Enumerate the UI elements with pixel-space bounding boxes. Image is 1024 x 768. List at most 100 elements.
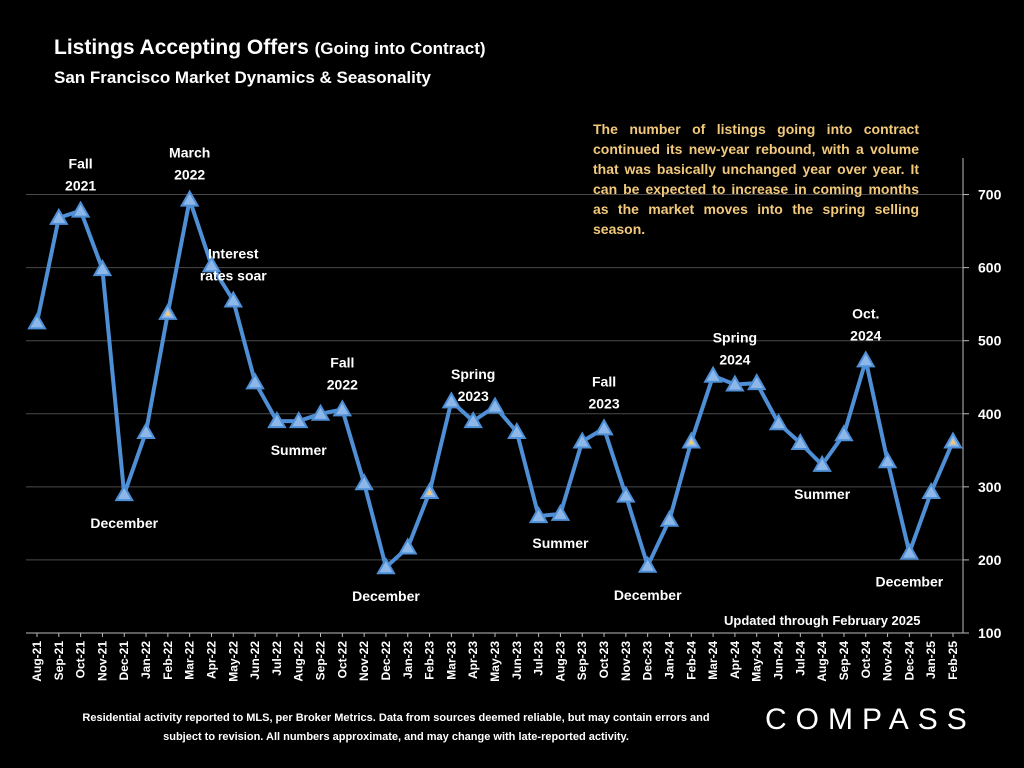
y-tick-label: 600	[978, 260, 1002, 276]
chart-title-sub: (Going into Contract)	[314, 39, 486, 58]
x-tick-label: Jun-24	[772, 641, 786, 680]
data-point	[877, 451, 898, 469]
x-tick-label: Feb-24	[684, 641, 698, 680]
axes	[26, 158, 969, 637]
x-tick-labels: Aug-21 Sep-21 Oct-21 Nov-21 Dec-21 Jan-22 Feb-…	[30, 641, 960, 682]
chart-subtitle: San Francisco Market Dynamics & Seasonal…	[54, 68, 431, 87]
data-point	[528, 506, 549, 524]
y-tick-label: 300	[978, 479, 1002, 495]
series-path	[35, 197, 955, 570]
data-point	[245, 372, 265, 390]
gridlines	[26, 194, 963, 561]
x-tick-label: Feb-25	[946, 641, 960, 680]
x-tick-label: Mar-24	[706, 641, 720, 680]
annotation-label: December	[614, 587, 682, 603]
x-tick-label: Oct-24	[859, 641, 873, 679]
y-tick-label: 500	[978, 333, 1002, 349]
x-tick-label: Jan-25	[924, 641, 938, 679]
annotation-label: March 2022	[169, 145, 210, 183]
data-point	[70, 200, 91, 218]
x-tick-label: Jul-24	[793, 641, 807, 676]
data-point	[812, 454, 832, 472]
data-point	[637, 555, 658, 573]
annotation-label: Summer	[532, 535, 589, 551]
data-point	[136, 422, 156, 440]
highlight-marker	[950, 438, 956, 445]
x-tick-label: Aug-23	[553, 641, 567, 682]
annotation-label: Fall 2023	[588, 373, 619, 411]
x-tick-label: Jun-23	[510, 641, 524, 680]
data-point	[310, 403, 331, 421]
x-tick-label: Apr-24	[728, 641, 742, 679]
highlight-marker	[688, 438, 695, 445]
x-tick-label: Nov-23	[619, 641, 633, 681]
x-tick-label: Apr-23	[466, 641, 480, 679]
data-point	[201, 255, 222, 273]
data-point	[398, 537, 418, 555]
x-tick-label: Oct-23	[597, 641, 611, 679]
x-tick-label: Dec-22	[379, 641, 393, 681]
x-tick-label: Jul-23	[532, 641, 546, 676]
x-tick-label: Aug-24	[815, 641, 829, 682]
x-tick-label: May-24	[750, 641, 764, 682]
annotations: Fall 2021 December March 2022 Interest rates s…	[65, 145, 944, 605]
x-tick-label: Dec-21	[117, 641, 131, 681]
data-point	[746, 373, 767, 391]
x-tick-label: Sep-24	[837, 641, 851, 681]
annotation-label: December	[876, 574, 944, 590]
data-points	[27, 189, 963, 575]
highlight-marker	[426, 488, 433, 495]
annotation-label: Summer	[271, 442, 328, 458]
data-point	[507, 422, 527, 440]
data-point	[899, 542, 920, 560]
data-point	[594, 418, 614, 436]
annotation-label: Fall 2022	[327, 354, 358, 392]
data-point	[92, 259, 113, 277]
data-point	[834, 424, 854, 442]
data-point	[768, 413, 789, 431]
annotation-label: Spring 2023	[451, 366, 495, 404]
x-tick-label: Jan-24	[662, 641, 676, 679]
annotation-label: Spring 2024	[713, 330, 757, 368]
x-tick-label: Aug-21	[30, 641, 44, 682]
x-tick-label: Jan-23	[401, 641, 415, 679]
x-tick-label: Mar-22	[183, 641, 197, 680]
x-tick-label: Sep-21	[52, 641, 66, 681]
x-tick-label: Nov-22	[357, 641, 371, 681]
annotation-label: Summer	[794, 486, 851, 502]
x-tick-label: Oct-22	[335, 641, 349, 679]
source-footnote: Residential activity reported to MLS, pe…	[82, 712, 710, 743]
annotation-label: Oct. 2024	[850, 305, 881, 343]
x-tick-label: Nov-21	[95, 641, 109, 681]
data-point	[179, 189, 200, 207]
x-tick-label: Feb-22	[161, 641, 175, 680]
data-point	[921, 481, 941, 499]
x-tick-label: Jun-22	[248, 641, 262, 680]
y-tick-label: 200	[978, 552, 1002, 568]
data-point	[376, 557, 396, 575]
highlight-marker	[164, 309, 171, 316]
annotation-label: Interest rates soar	[200, 246, 267, 284]
chart-title-main: Listings Accepting Offers	[54, 36, 309, 59]
compass-logo: COMPASS	[765, 703, 976, 736]
data-point	[332, 399, 353, 417]
data-point	[49, 207, 69, 225]
y-tick-label: 400	[978, 406, 1002, 422]
data-point	[856, 350, 876, 368]
y-tick-label: 700	[978, 187, 1002, 203]
series-line	[35, 197, 955, 570]
data-point	[616, 485, 636, 503]
x-tick-label: May-23	[488, 641, 502, 682]
annotation-label: Fall 2021	[65, 156, 96, 194]
y-tick-label: 100	[978, 625, 1002, 641]
data-point	[790, 432, 811, 450]
data-point	[485, 396, 505, 414]
chart-title: Listings Accepting Offers (Going into Co…	[54, 36, 486, 60]
data-point	[288, 411, 309, 429]
x-tick-label: Feb-23	[423, 641, 437, 680]
annotation-label: December	[352, 588, 420, 604]
data-point	[267, 411, 287, 429]
data-point	[550, 503, 571, 521]
updated-label: Updated through February 2025	[724, 613, 921, 628]
x-tick-label: Nov-24	[881, 641, 895, 681]
